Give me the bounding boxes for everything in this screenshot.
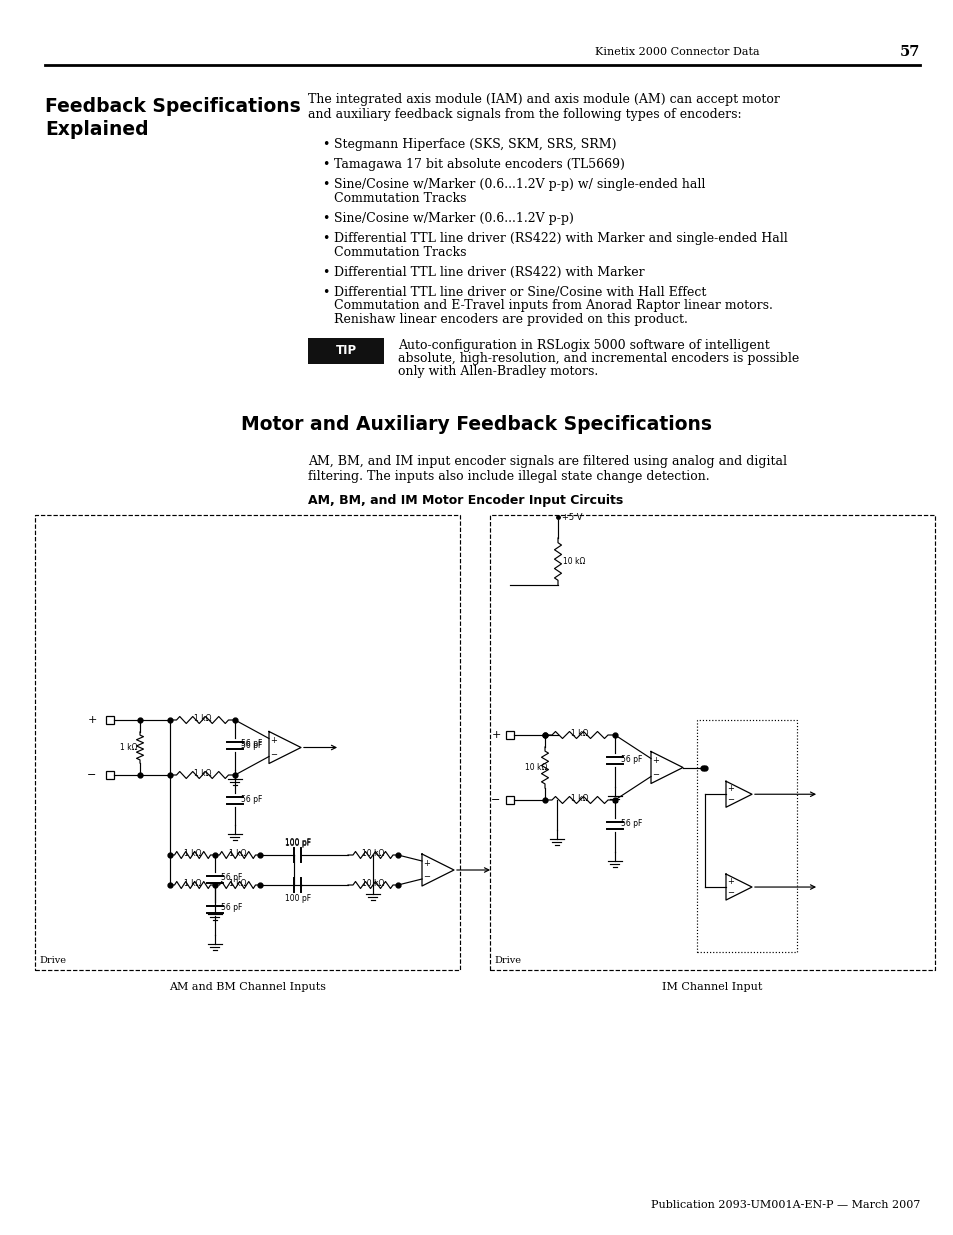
Text: 56 pF: 56 pF — [221, 904, 242, 913]
Text: Drive: Drive — [494, 956, 520, 965]
Bar — [308, 338, 384, 364]
Bar — [490, 515, 934, 969]
Text: Auto-configuration in RSLogix 5000 software of intelligent: Auto-configuration in RSLogix 5000 softw… — [397, 338, 769, 352]
Text: +: + — [652, 756, 659, 766]
Text: −: − — [727, 795, 734, 804]
Text: Differential TTL line driver or Sine/Cosine with Hall Effect: Differential TTL line driver or Sine/Cos… — [334, 287, 705, 299]
Text: AM, BM, and IM Motor Encoder Input Circuits: AM, BM, and IM Motor Encoder Input Circu… — [308, 494, 622, 508]
Text: Commutation and E-Travel inputs from Anorad Raptor linear motors.: Commutation and E-Travel inputs from Ano… — [334, 300, 772, 312]
Text: Commutation Tracks: Commutation Tracks — [334, 246, 466, 258]
Text: +: + — [88, 715, 96, 725]
Text: 56 pF: 56 pF — [620, 755, 641, 763]
Bar — [505, 731, 514, 739]
Text: Differential TTL line driver (RS422) with Marker: Differential TTL line driver (RS422) wit… — [334, 266, 644, 279]
Text: 1 kΩ: 1 kΩ — [229, 848, 246, 858]
Text: −: − — [271, 750, 277, 758]
Text: 100 pF: 100 pF — [285, 894, 311, 903]
Text: Sine/Cosine w/Marker (0.6...1.2V p-p): Sine/Cosine w/Marker (0.6...1.2V p-p) — [334, 212, 574, 225]
Text: •: • — [322, 158, 329, 170]
Text: 1 kΩ: 1 kΩ — [120, 743, 137, 752]
Text: −: − — [491, 795, 500, 805]
Text: Feedback Specifications: Feedback Specifications — [45, 98, 300, 116]
Text: 1 kΩ: 1 kΩ — [193, 714, 211, 722]
Text: Tamagawa 17 bit absolute encoders (TL5669): Tamagawa 17 bit absolute encoders (TL566… — [334, 158, 624, 170]
Text: 10 kΩ: 10 kΩ — [524, 763, 547, 772]
Bar — [106, 716, 113, 724]
Text: Sine/Cosine w/Marker (0.6...1.2V p-p) w/ single-ended hall: Sine/Cosine w/Marker (0.6...1.2V p-p) w/… — [334, 178, 704, 191]
Text: Motor and Auxiliary Feedback Specifications: Motor and Auxiliary Feedback Specificati… — [241, 415, 712, 433]
Text: 56 pF: 56 pF — [221, 873, 242, 883]
Text: The integrated axis module (IAM) and axis module (AM) can accept motor: The integrated axis module (IAM) and axi… — [308, 93, 779, 106]
Text: Kinetix 2000 Connector Data: Kinetix 2000 Connector Data — [595, 47, 759, 57]
Text: Explained: Explained — [45, 120, 149, 140]
Text: Differential TTL line driver (RS422) with Marker and single-ended Hall: Differential TTL line driver (RS422) wit… — [334, 232, 787, 245]
Text: AM, BM, and IM input encoder signals are filtered using analog and digital: AM, BM, and IM input encoder signals are… — [308, 454, 786, 468]
Text: filtering. The inputs also include illegal state change detection.: filtering. The inputs also include illeg… — [308, 471, 709, 483]
Text: 10 kΩ: 10 kΩ — [562, 557, 585, 566]
Text: •: • — [322, 212, 329, 225]
Text: •: • — [322, 266, 329, 279]
Text: Renishaw linear encoders are provided on this product.: Renishaw linear encoders are provided on… — [334, 312, 687, 326]
Text: AM and BM Channel Inputs: AM and BM Channel Inputs — [169, 982, 326, 992]
Text: 1 kΩ: 1 kΩ — [193, 769, 211, 778]
Bar — [35, 515, 459, 969]
Text: 56 pF: 56 pF — [620, 820, 641, 829]
Text: •: • — [322, 287, 329, 299]
Text: 10 kΩ: 10 kΩ — [361, 848, 384, 858]
Text: TIP: TIP — [335, 345, 356, 357]
Text: and auxiliary feedback signals from the following types of encoders:: and auxiliary feedback signals from the … — [308, 107, 740, 121]
Text: only with Allen-Bradley motors.: only with Allen-Bradley motors. — [397, 366, 598, 378]
Text: IM Channel Input: IM Channel Input — [661, 982, 761, 992]
Text: 57: 57 — [899, 44, 919, 59]
Text: +: + — [727, 784, 734, 793]
Text: Publication 2093-UM001A-EN-P — March 2007: Publication 2093-UM001A-EN-P — March 200… — [650, 1200, 919, 1210]
Text: 10 kΩ: 10 kΩ — [361, 879, 384, 888]
Text: +5 V: +5 V — [561, 513, 582, 521]
Text: Stegmann Hiperface (SKS, SKM, SRS, SRM): Stegmann Hiperface (SKS, SKM, SRS, SRM) — [334, 138, 616, 151]
Text: 100 pF: 100 pF — [285, 839, 311, 847]
Text: 1 kΩ: 1 kΩ — [184, 879, 201, 888]
Text: −: − — [88, 769, 96, 781]
Text: −: − — [423, 872, 430, 882]
Text: 56 pF: 56 pF — [241, 740, 262, 748]
Bar — [505, 797, 514, 804]
Text: +: + — [423, 858, 430, 868]
Text: •: • — [322, 232, 329, 245]
Text: Commutation Tracks: Commutation Tracks — [334, 191, 466, 205]
Text: +: + — [727, 877, 734, 885]
Text: 1 kΩ: 1 kΩ — [571, 729, 588, 739]
Text: absolute, high-resolution, and incremental encoders is possible: absolute, high-resolution, and increment… — [397, 352, 799, 366]
Text: +: + — [271, 736, 277, 745]
Bar — [106, 771, 113, 779]
Text: •: • — [322, 138, 329, 151]
Text: 56 pF: 56 pF — [241, 741, 262, 750]
Text: −: − — [727, 888, 734, 897]
Text: Drive: Drive — [39, 956, 66, 965]
Bar — [697, 720, 796, 952]
Text: 100 pF: 100 pF — [285, 839, 311, 848]
Text: 1 kΩ: 1 kΩ — [571, 794, 588, 803]
Text: •: • — [322, 178, 329, 191]
Text: −: − — [652, 769, 659, 779]
Text: 1 kΩ: 1 kΩ — [229, 879, 246, 888]
Text: 56 pF: 56 pF — [241, 794, 262, 804]
Text: +: + — [491, 730, 500, 740]
Text: 1 kΩ: 1 kΩ — [184, 848, 201, 858]
